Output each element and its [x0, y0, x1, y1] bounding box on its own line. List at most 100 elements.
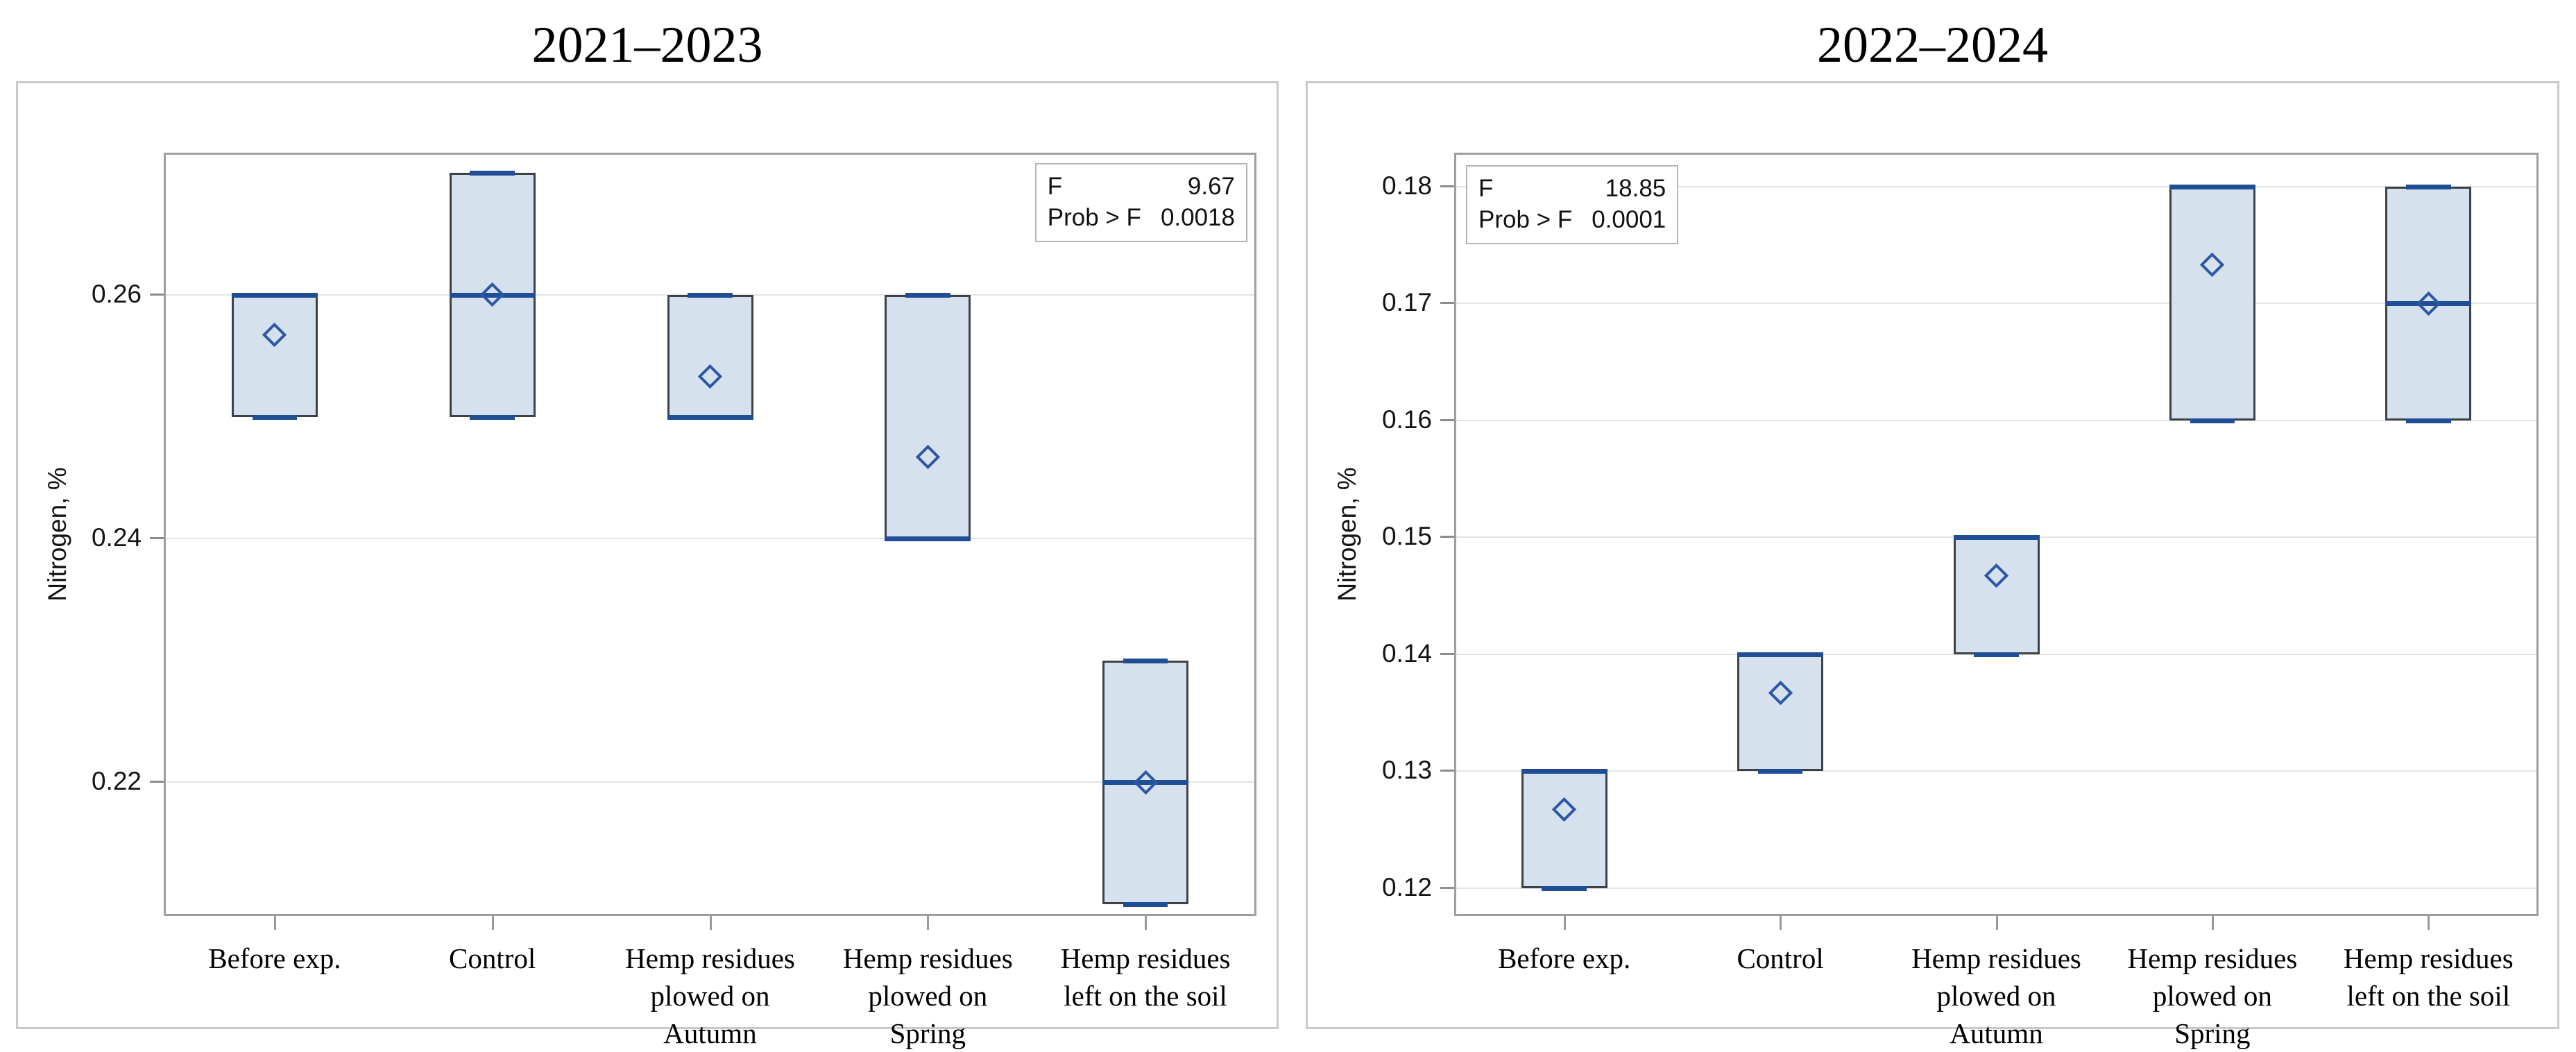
whisker-cap-min: [1757, 769, 1803, 774]
x-tick-label: Hemp residues plowed on Autumn: [625, 940, 795, 1052]
median-line: [449, 292, 536, 298]
stat-value: 0.0018: [1160, 203, 1235, 231]
whisker-cap-max: [905, 292, 950, 298]
x-tick: [1145, 916, 1148, 930]
y-tick: [1440, 652, 1454, 655]
whisker-cap-min: [1542, 885, 1587, 891]
x-tick-label: Control: [449, 940, 536, 977]
x-tick-label-line: plowed on: [650, 980, 770, 1012]
x-tick-label: Hemp residues plowed on Autumn: [1911, 940, 2081, 1052]
y-tick: [150, 537, 164, 540]
x-tick-label-line: Hemp residues: [1060, 942, 1231, 974]
stat-label: F: [1478, 175, 1494, 202]
gridline: [166, 538, 1254, 540]
x-tick-label-line: Hemp residues: [1911, 942, 2081, 974]
median-line: [1953, 535, 2040, 541]
x-tick-label: Hemp residues left on the soil: [2344, 940, 2514, 1015]
x-tick-label-line: plowed on: [868, 980, 988, 1012]
y-tick: [1440, 770, 1454, 772]
whisker-cap-max: [470, 171, 515, 176]
x-tick: [2428, 916, 2430, 930]
median-line: [231, 292, 318, 298]
x-tick: [1563, 916, 1566, 930]
x-tick: [1995, 916, 1998, 930]
panel-title: 2022–2024: [1817, 17, 2048, 74]
y-tick: [1440, 886, 1454, 889]
gridline: [1456, 303, 2536, 305]
y-tick: [1440, 418, 1454, 421]
stats-row: F 9.67: [1048, 171, 1235, 203]
whisker-cap-max: [2406, 184, 2451, 189]
x-tick-label-line: Before exp.: [1498, 942, 1631, 974]
stat-value: 9.67: [1187, 173, 1235, 200]
x-tick-label-line: Control: [1737, 942, 1824, 974]
stat-value: 0.0001: [1592, 205, 1666, 233]
y-tick-label: 0.12: [1381, 872, 1432, 901]
anova-stats-box: F 9.67 Prob > F 0.0018: [1034, 163, 1247, 242]
x-tick-label-line: Autumn: [663, 1017, 757, 1050]
box-body: [231, 294, 318, 417]
x-tick-label-line: Spring: [2174, 1017, 2251, 1050]
y-tick: [1440, 185, 1454, 187]
x-tick-label-line: Spring: [889, 1017, 966, 1050]
stat-label: F: [1047, 173, 1063, 200]
x-tick: [491, 916, 494, 930]
whisker-cap-min: [2406, 418, 2451, 423]
x-tick-label-line: Hemp residues: [842, 942, 1013, 974]
x-tick-label-line: Hemp residues: [625, 942, 795, 974]
y-tick-label: 0.13: [1381, 756, 1432, 785]
y-tick-label: 0.16: [1381, 405, 1432, 434]
whisker-cap-min: [470, 414, 515, 420]
median-line: [667, 414, 753, 420]
x-tick: [273, 916, 276, 930]
box-body: [667, 294, 753, 417]
x-tick-label: Hemp residues plowed on Spring: [2127, 940, 2297, 1052]
stat-value: 18.85: [1605, 175, 1666, 202]
y-tick-label: 0.17: [1381, 288, 1432, 317]
gridline: [1456, 185, 2536, 187]
box-body: [885, 294, 971, 539]
gridline: [1456, 887, 2536, 889]
panel-title: 2021–2023: [531, 17, 763, 74]
y-tick-label: 0.18: [1381, 171, 1432, 200]
x-tick-label-line: Autumn: [1950, 1017, 2043, 1050]
y-tick-label: 0.26: [91, 279, 142, 308]
y-tick-label: 0.24: [91, 523, 142, 552]
median-line: [2169, 184, 2255, 189]
anova-stats-box: F 18.85 Prob > F 0.0001: [1466, 165, 1679, 244]
panel-2022-2024: 2022–2024 Nitrogen, % F 18.85 Prob > F 0…: [1306, 17, 2559, 1049]
stats-row: Prob > F 0.0001: [1478, 205, 1666, 236]
median-line: [885, 536, 971, 542]
y-tick: [1440, 536, 1454, 538]
median-line: [1102, 780, 1189, 786]
whisker-cap-max: [1123, 658, 1168, 663]
median-line: [1521, 769, 1607, 774]
y-tick: [150, 293, 164, 296]
x-tick-label-line: Control: [449, 942, 536, 974]
x-tick-label-line: Hemp residues: [2343, 942, 2514, 974]
box-body: [1737, 654, 1824, 772]
y-tick-label: 0.22: [91, 767, 142, 796]
plot-area: F 9.67 Prob > F 0.0018: [164, 153, 1256, 916]
median-line: [1737, 652, 1824, 657]
x-tick: [927, 916, 930, 930]
y-tick: [1440, 302, 1454, 305]
whisker-cap-min: [1974, 652, 2019, 657]
y-tick-label: 0.15: [1381, 522, 1432, 551]
x-tick: [2211, 916, 2214, 930]
whisker-cap-min: [1123, 901, 1168, 907]
panel-2021-2023: 2021–2023 Nitrogen, % F 9.67 Prob > F 0.…: [16, 17, 1279, 1049]
x-tick-label-line: Hemp residues: [2127, 942, 2298, 974]
stat-label: Prob > F: [1047, 203, 1141, 231]
x-tick-label-line: left on the soil: [2346, 980, 2511, 1012]
x-tick-label-line: Before exp.: [208, 942, 341, 974]
gridline: [166, 781, 1254, 783]
plot-area: F 18.85 Prob > F 0.0001: [1454, 153, 2539, 916]
x-tick-label-line: left on the soil: [1064, 980, 1227, 1012]
x-tick-label: Before exp.: [208, 940, 341, 977]
whisker-cap-min: [252, 414, 298, 420]
x-tick-label-line: plowed on: [2152, 980, 2272, 1012]
y-tick: [150, 781, 164, 783]
box-body: [2169, 186, 2255, 421]
